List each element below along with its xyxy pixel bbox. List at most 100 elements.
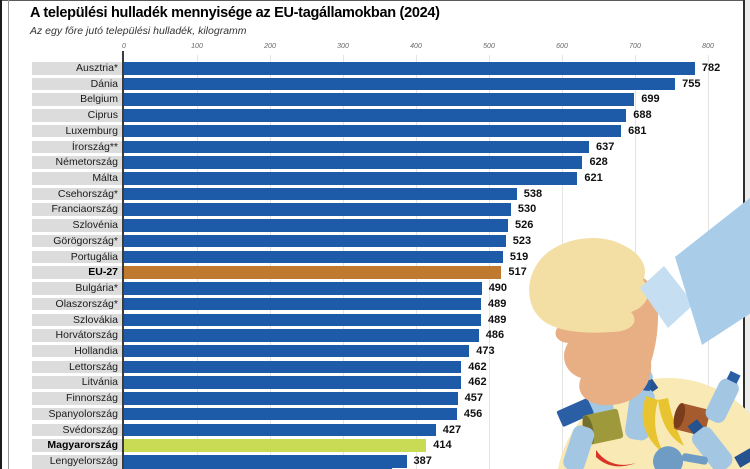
country-label: Spanyolország	[32, 407, 122, 421]
bar	[124, 407, 457, 421]
bar-row: Olaszország* 489	[0, 297, 750, 311]
axis-tick-label: 500	[483, 43, 495, 50]
country-label: Bulgária*	[32, 282, 122, 295]
bar	[124, 187, 517, 201]
bar-row: Luxemburg 681	[0, 124, 750, 138]
y-axis-line	[122, 51, 124, 469]
bar-value: 387	[413, 455, 432, 467]
bar	[124, 62, 695, 75]
bar-row: Magyarország 414	[0, 439, 750, 452]
bar	[124, 392, 458, 405]
country-label: Dánia	[32, 77, 122, 91]
bar-row: Litvánia 462	[0, 376, 750, 389]
axis-tick-label: 700	[629, 43, 641, 50]
bar	[124, 93, 635, 106]
bar-value: 457	[464, 392, 483, 405]
bar-row: Horvátország 486	[0, 329, 750, 342]
country-label: Írország**	[32, 140, 122, 154]
bar-row: Hollandia 473	[0, 344, 750, 358]
bar-row: Lengyelország 387	[0, 455, 750, 468]
bar-row: EU-27 517	[0, 266, 750, 279]
country-label: Szlovénia	[32, 219, 122, 232]
country-label: Ausztria*	[32, 62, 122, 75]
bar-value: 523	[512, 234, 532, 247]
bar-row: Svédország 427	[0, 423, 750, 437]
bar-value: 414	[433, 439, 452, 452]
bar	[124, 140, 589, 154]
axis-tick-label: 800	[702, 43, 714, 50]
bar-value: 489	[487, 313, 507, 326]
country-label: EU-27	[32, 266, 122, 279]
bar-value: 681	[628, 124, 647, 137]
frame-left-edge	[0, 0, 2, 469]
bar	[124, 156, 583, 169]
frame-left-inner-edge	[8, 0, 9, 469]
country-label: Svédország	[32, 423, 122, 437]
cutoff-next-row-label	[32, 467, 122, 469]
country-label: Lettország	[32, 360, 122, 374]
bar-row: Franciaország 530	[0, 203, 750, 216]
country-label: Hollandia	[32, 344, 122, 358]
bar	[124, 313, 481, 327]
axis-tick-label: 600	[556, 43, 568, 50]
country-label: Csehország*	[32, 187, 122, 201]
frame-top-edge	[0, 0, 745, 1]
country-label: Belgium	[32, 93, 122, 106]
bar-value: 490	[488, 282, 508, 295]
bar	[124, 423, 436, 437]
bar-value: 427	[442, 423, 462, 436]
bar	[124, 376, 462, 389]
bar-value: 489	[487, 297, 507, 310]
bar-value: 782	[701, 62, 721, 74]
bar-row: Írország** 637	[0, 140, 750, 154]
bar	[124, 172, 578, 185]
bar	[124, 234, 506, 248]
country-label: Olaszország*	[32, 297, 122, 311]
bar-value: 688	[633, 109, 652, 122]
bar-row: Dánia 755	[0, 77, 750, 91]
bar-value: 628	[589, 156, 608, 169]
bar	[124, 282, 482, 295]
bar-row: Németország 628	[0, 156, 750, 169]
bar	[124, 455, 407, 468]
bar	[124, 203, 511, 216]
bar	[124, 329, 479, 342]
bar-row: Lettország 462	[0, 360, 750, 374]
bar-value: 637	[596, 140, 615, 153]
bar-value: 486	[485, 329, 505, 342]
bar-value: 473	[476, 344, 495, 357]
country-label: Luxemburg	[32, 124, 122, 138]
bar-value: 755	[682, 77, 701, 90]
bar	[124, 360, 462, 374]
country-label: Németország	[32, 156, 122, 169]
bar-row: Portugália 519	[0, 250, 750, 264]
country-label: Magyarország	[32, 439, 122, 452]
bar-row: Bulgária* 490	[0, 282, 750, 295]
chart-title: A települési hulladék mennyisége az EU-t…	[30, 5, 440, 21]
axis-tick-label: 400	[410, 43, 422, 50]
bar-value: 530	[517, 203, 537, 216]
bar	[124, 266, 502, 279]
bar	[124, 219, 508, 232]
bar-value: 519	[509, 250, 529, 263]
country-label: Ciprus	[32, 109, 122, 122]
bar	[124, 297, 481, 311]
bar	[124, 77, 676, 91]
bar-value: 517	[508, 266, 527, 279]
bar	[124, 439, 427, 452]
bar-row: Szlovénia 526	[0, 219, 750, 232]
bar-row: Spanyolország 456	[0, 407, 750, 421]
country-label: Finnország	[32, 392, 122, 405]
bar-value: 538	[523, 187, 543, 200]
axis-tick-label: 300	[337, 43, 349, 50]
bar	[124, 109, 627, 122]
bar-value: 456	[463, 407, 483, 420]
country-label: Szlovákia	[32, 313, 122, 327]
chart-subtitle: Az egy főre jutó települési hulladék, ki…	[30, 25, 247, 37]
country-label: Portugália	[32, 250, 122, 264]
bar-row: Ausztria* 782	[0, 62, 750, 75]
bar-row: Ciprus 688	[0, 109, 750, 122]
country-label: Görögország*	[32, 234, 122, 248]
bar-row: Szlovákia 489	[0, 313, 750, 327]
